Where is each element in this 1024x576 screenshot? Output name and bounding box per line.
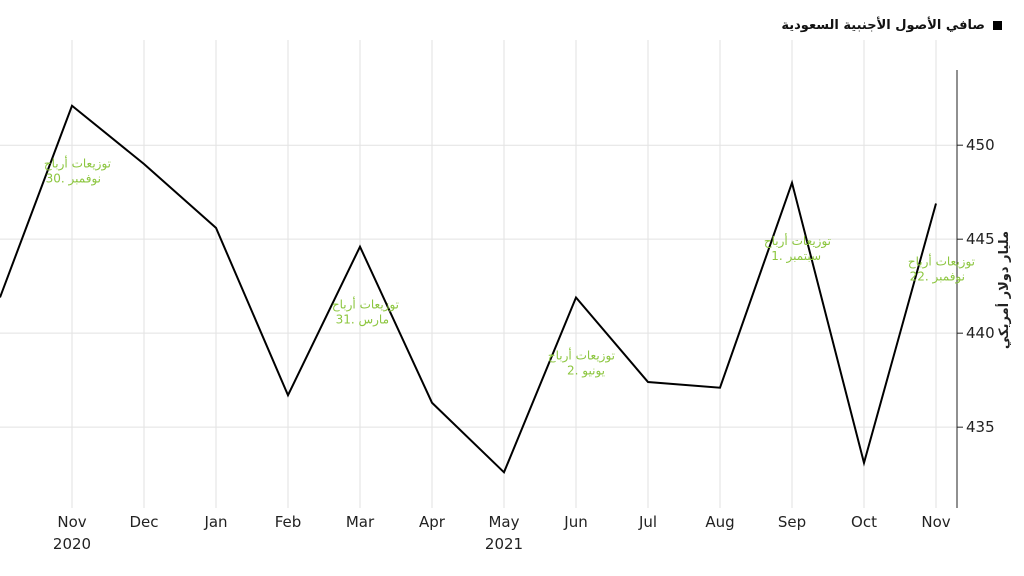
x-tick-label: Sep [778,513,806,531]
annotation-line2: 2. يونيو [567,363,605,378]
annotation-line1: توزيعات أرباح [764,233,831,249]
x-tick-label: Aug [705,513,734,531]
x-year-label: 2021 [485,535,523,553]
annotation-line1: توزيعات أرباح [44,156,111,172]
y-tick-label: 440 [966,324,995,342]
annotation-line2: 22. نوفمبر [910,269,965,284]
x-tick-label: Oct [851,513,877,531]
legend: صافي الأصول الأجنبية السعودية [781,18,1002,33]
series-line [0,104,937,475]
annotation-line2: 30. نوفمبر [46,172,101,187]
x-tick-label: Mar [346,513,375,531]
y-axis-title: مليار دولار أمريكي [995,231,1012,349]
annotation-line1: توزيعات أرباح [908,253,975,269]
x-tick-label: Jul [638,513,657,531]
annotation-line2: 31. مارس [336,313,389,328]
y-tick-label: 445 [966,230,995,248]
y-tick-label: 450 [966,136,995,154]
x-year-label: 2020 [53,535,91,553]
x-tick-label: Feb [275,513,302,531]
x-tick-label: Jan [203,513,227,531]
x-tick-label: Jun [563,513,587,531]
x-tick-label: Nov [57,513,86,531]
annotation-line2: 1. سبتمبر [771,249,821,264]
annotation-line1: توزيعات أرباح [548,347,615,363]
y-tick-label: 435 [966,418,995,436]
x-tick-label: Dec [129,513,158,531]
legend-label: صافي الأصول الأجنبية السعودية [781,18,985,33]
x-tick-label: Nov [921,513,950,531]
x-tick-label: May [488,513,519,531]
legend-swatch [993,21,1002,30]
x-tick-label: Apr [419,513,446,531]
annotation-line1: توزيعات أرباح [332,297,399,313]
